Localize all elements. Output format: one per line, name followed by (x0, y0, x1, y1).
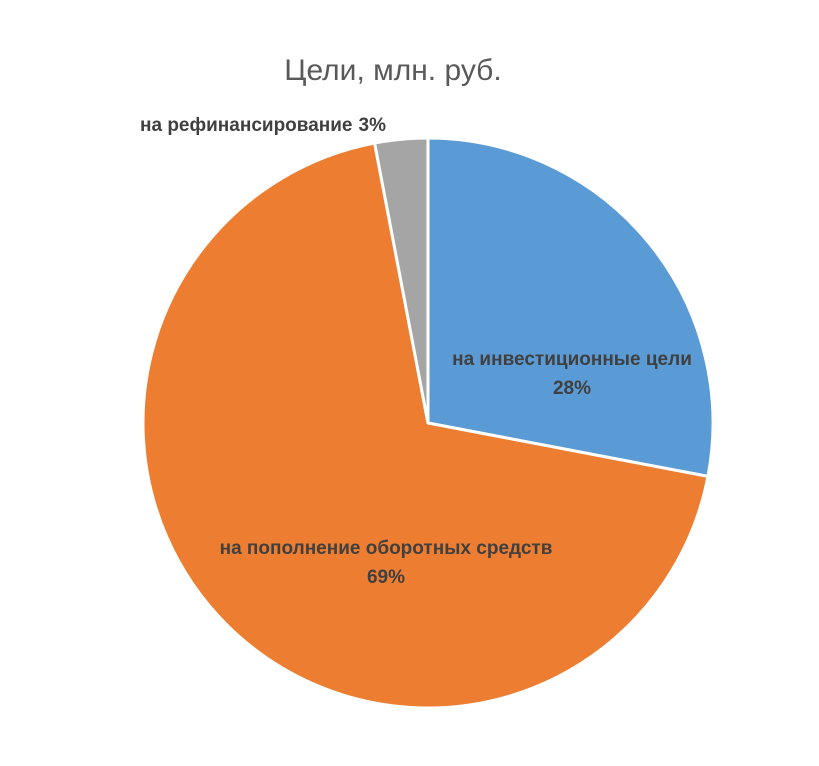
slice-value-label: 3% (359, 115, 387, 136)
pie-slice (426, 136, 715, 478)
slice-label: на инвестиционные цели (452, 349, 692, 370)
pie-slice (373, 136, 430, 425)
slice-label: на пополнение оборотных средств (220, 538, 553, 559)
slice-value-label: 69% (367, 567, 405, 588)
chart-title: Цели, млн. руб. (284, 54, 501, 87)
slice-value-label: 28% (553, 378, 591, 399)
slice-label: на рефинансирование (140, 115, 353, 136)
pie-slice (141, 141, 710, 710)
